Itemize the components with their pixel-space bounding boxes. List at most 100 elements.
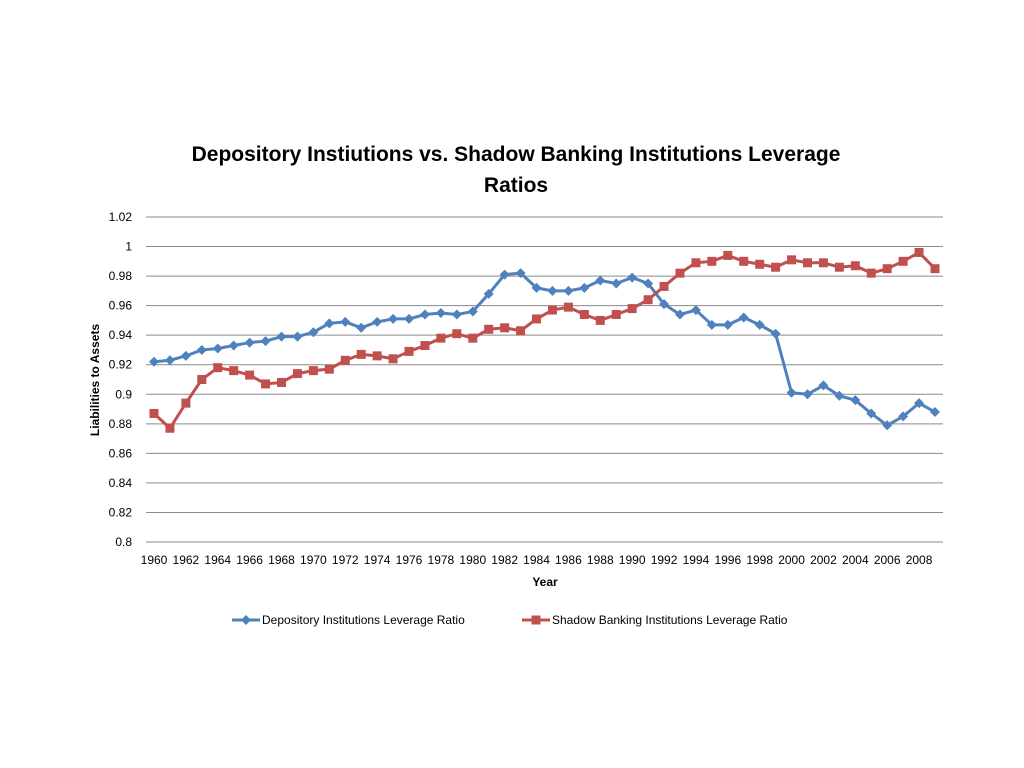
data-point [499, 269, 510, 280]
data-point [245, 370, 255, 380]
y-tick-label: 0.92 [109, 358, 133, 372]
data-point [818, 380, 829, 391]
data-point [579, 310, 589, 319]
data-point [149, 408, 159, 418]
x-axis-title: Year [532, 575, 558, 589]
data-point [261, 379, 271, 389]
data-point [834, 262, 844, 272]
data-point [164, 355, 175, 366]
data-point [674, 309, 685, 320]
data-point [292, 331, 303, 342]
x-tick-label: 1976 [396, 553, 423, 567]
chart-title-line-1: Depository Instiutions vs. Shadow Bankin… [192, 143, 841, 166]
legend-item-2: Shadow Banking Institutions Leverage Rat… [522, 613, 788, 627]
data-point [930, 407, 940, 417]
data-point [755, 259, 765, 269]
data-point [802, 389, 813, 400]
data-point [451, 309, 462, 320]
data-point [739, 256, 749, 266]
series-group [149, 247, 940, 433]
data-point [770, 328, 781, 339]
data-point [228, 340, 239, 351]
x-tick-label: 1994 [683, 553, 710, 567]
data-point [149, 356, 159, 367]
data-point [787, 255, 797, 265]
data-point [197, 375, 207, 384]
data-point [595, 275, 606, 286]
y-tick-label: 0.82 [109, 505, 133, 519]
data-point [356, 349, 366, 359]
y-tick-label: 0.88 [109, 417, 133, 431]
data-point [866, 268, 876, 278]
data-point [292, 369, 302, 379]
data-point [372, 316, 383, 327]
x-tick-label: 1986 [555, 553, 582, 567]
data-point [419, 309, 430, 320]
data-point [930, 264, 940, 274]
data-point [627, 272, 638, 283]
y-tick-label: 0.86 [109, 446, 133, 460]
data-point [324, 318, 335, 329]
x-tick-label: 1966 [236, 553, 263, 567]
data-point [213, 363, 223, 373]
data-point [850, 261, 860, 271]
data-point [324, 364, 334, 374]
series-line [153, 271, 936, 427]
y-tick-label: 0.9 [115, 387, 132, 401]
legend-label: Depository Institutions Leverage Ratio [262, 613, 465, 627]
data-point [866, 408, 877, 419]
y-tick-label: 0.98 [109, 269, 133, 283]
x-tick-label: 2006 [874, 553, 901, 567]
data-point [771, 262, 781, 272]
data-point [308, 366, 318, 376]
data-point [196, 344, 207, 355]
data-point [532, 314, 542, 324]
y-tick-label: 0.94 [109, 328, 133, 342]
y-axis-title: Liabilities to Assets [88, 324, 102, 437]
data-point [563, 285, 574, 296]
gridlines [146, 216, 943, 543]
data-point [850, 395, 861, 406]
data-point [898, 411, 909, 422]
series-2 [149, 247, 940, 433]
x-tick-label: 1964 [204, 553, 231, 567]
data-point [914, 247, 924, 257]
data-point [468, 333, 478, 343]
x-tick-label: 1972 [332, 553, 359, 567]
data-point [340, 355, 350, 365]
x-tick-label: 2000 [778, 553, 805, 567]
x-tick-label: 1980 [459, 553, 486, 567]
data-point [834, 390, 845, 401]
y-tick-label: 1 [125, 240, 132, 254]
y-tick-label: 0.8 [115, 535, 132, 549]
data-point [181, 398, 191, 408]
data-point [723, 250, 733, 260]
data-point [388, 313, 399, 324]
data-point [180, 350, 191, 361]
data-point [563, 302, 573, 312]
data-point [882, 420, 893, 431]
data-point [595, 315, 605, 325]
data-point [882, 264, 892, 274]
x-tick-label: 1990 [619, 553, 646, 567]
data-point [611, 310, 621, 319]
data-point [276, 331, 287, 342]
data-point [356, 322, 367, 333]
x-tick-label: 2008 [906, 553, 933, 567]
legend: Depository Institutions Leverage Ratio Sh… [232, 613, 788, 627]
data-point [914, 398, 925, 409]
data-point [690, 305, 701, 316]
legend-label: Shadow Banking Institutions Leverage Rat… [552, 613, 788, 627]
data-point [531, 282, 542, 293]
data-point [435, 308, 446, 319]
x-tick-label: 1996 [714, 553, 741, 567]
data-point [404, 346, 414, 356]
x-tick-label: 1962 [173, 553, 200, 567]
y-tick-label: 0.96 [109, 299, 133, 313]
data-point [627, 304, 637, 314]
data-point [818, 258, 828, 268]
data-point [515, 268, 526, 279]
data-point [738, 312, 749, 323]
